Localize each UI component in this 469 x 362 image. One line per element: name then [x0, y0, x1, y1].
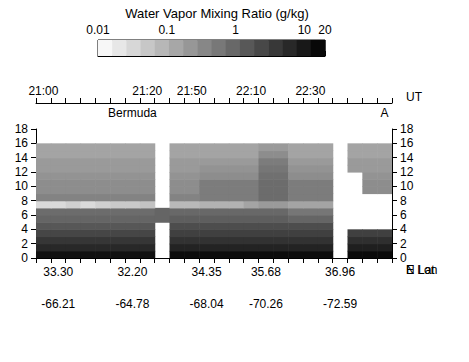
svg-text:18: 18	[400, 122, 414, 136]
svg-text:34.35: 34.35	[192, 265, 222, 279]
svg-text:6: 6	[400, 208, 407, 222]
svg-text:-70.26: -70.26	[249, 297, 283, 311]
svg-text:6: 6	[21, 208, 28, 222]
svg-text:21:50: 21:50	[177, 84, 207, 98]
svg-text:0: 0	[400, 251, 407, 265]
svg-text:21:20: 21:20	[132, 84, 162, 98]
svg-text:10: 10	[15, 179, 29, 193]
svg-text:-72.59: -72.59	[323, 297, 357, 311]
svg-text:0.1: 0.1	[158, 23, 175, 37]
svg-text:Water Vapor Mixing Ratio (g/kg: Water Vapor Mixing Ratio (g/kg)	[125, 6, 309, 21]
svg-text:12: 12	[15, 165, 29, 179]
svg-text:0.01: 0.01	[86, 23, 110, 37]
svg-text:4: 4	[21, 222, 28, 236]
svg-text:35.68: 35.68	[251, 265, 281, 279]
svg-text:1: 1	[232, 23, 239, 37]
svg-text:22:10: 22:10	[236, 84, 266, 98]
svg-text:4: 4	[400, 222, 407, 236]
svg-text:14: 14	[15, 151, 29, 165]
svg-text:14: 14	[400, 151, 414, 165]
svg-text:10: 10	[298, 23, 312, 37]
svg-text:33.30: 33.30	[43, 265, 73, 279]
svg-text:8: 8	[21, 194, 28, 208]
svg-text:0: 0	[21, 251, 28, 265]
svg-text:8: 8	[400, 194, 407, 208]
svg-text:21:00: 21:00	[28, 84, 58, 98]
svg-text:16: 16	[400, 136, 414, 150]
svg-text:A: A	[381, 106, 389, 120]
svg-text:UT: UT	[406, 90, 423, 104]
svg-text:12: 12	[400, 165, 414, 179]
svg-text:10: 10	[400, 179, 414, 193]
svg-text:18: 18	[15, 122, 29, 136]
svg-text:-68.04: -68.04	[190, 297, 224, 311]
svg-text:32.20: 32.20	[117, 265, 147, 279]
svg-text:Bermuda: Bermuda	[108, 106, 157, 120]
svg-text:36.96: 36.96	[325, 265, 355, 279]
svg-text:2: 2	[21, 237, 28, 251]
svg-text:2: 2	[400, 237, 407, 251]
svg-text:20: 20	[318, 23, 332, 37]
svg-text:-64.78: -64.78	[115, 297, 149, 311]
svg-text:22:30: 22:30	[295, 84, 325, 98]
svg-text:-66.21: -66.21	[41, 297, 75, 311]
svg-text:16: 16	[15, 136, 29, 150]
svg-text:E Lon: E Lon	[406, 263, 437, 277]
